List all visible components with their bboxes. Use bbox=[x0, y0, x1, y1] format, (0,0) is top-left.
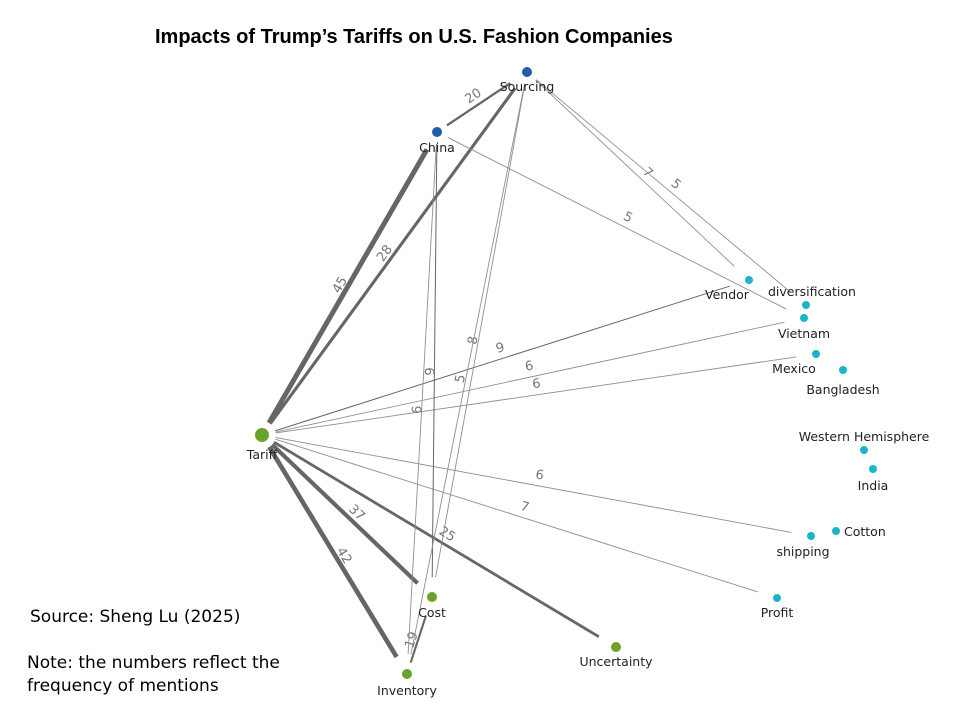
node-label: Vietnam bbox=[778, 326, 830, 341]
node-label: Profit bbox=[761, 605, 794, 620]
node-dot[interactable] bbox=[807, 532, 815, 540]
edge-tariff-sourcing bbox=[268, 87, 517, 425]
edge-tariff-inventory bbox=[267, 445, 399, 659]
node-label: shipping bbox=[776, 544, 829, 559]
edge-sourcing-inventory bbox=[410, 83, 526, 655]
node-sourcing[interactable]: Sourcing bbox=[500, 67, 555, 94]
edge-china-cost bbox=[431, 143, 438, 578]
edge-weight-label: 28 bbox=[374, 242, 396, 264]
edge-weight-label: 45 bbox=[330, 274, 351, 296]
node-dot[interactable] bbox=[802, 301, 810, 309]
edge-sourcing-diversification bbox=[535, 79, 791, 293]
node-uncertainty[interactable]: Uncertainty bbox=[579, 642, 653, 669]
node-cotton[interactable]: Cotton bbox=[832, 524, 886, 539]
node-dot[interactable] bbox=[800, 314, 808, 322]
edges-layer: 20452896667374225199685575 bbox=[266, 79, 797, 663]
node-china[interactable]: China bbox=[419, 127, 455, 155]
node-label: Uncertainty bbox=[579, 654, 653, 669]
node-label: Inventory bbox=[377, 683, 437, 698]
node-vietnam[interactable]: Vietnam bbox=[778, 314, 830, 341]
source-note: Source: Sheng Lu (2025) bbox=[30, 607, 241, 627]
edge-weight-label: 6 bbox=[531, 376, 541, 392]
edge-weight-label: 19 bbox=[402, 630, 421, 650]
node-dot[interactable] bbox=[832, 527, 840, 535]
edge-tariff-mexico bbox=[275, 356, 797, 434]
node-label: Western Hemisphere bbox=[799, 429, 930, 444]
edge-tariff-shipping bbox=[275, 437, 792, 533]
edge-tariff-profit bbox=[275, 438, 759, 593]
node-profit[interactable]: Profit bbox=[761, 594, 794, 620]
node-dot[interactable] bbox=[432, 127, 442, 137]
node-shipping[interactable]: shipping bbox=[776, 532, 830, 559]
edge-tariff-uncertainty bbox=[273, 441, 600, 638]
node-cost[interactable]: Cost bbox=[418, 592, 446, 620]
node-label: Cotton bbox=[844, 524, 886, 539]
node-dot[interactable] bbox=[427, 592, 437, 602]
edge-weight-label: 7 bbox=[518, 499, 530, 516]
edge-weight-label: 25 bbox=[436, 524, 458, 545]
node-dot[interactable] bbox=[869, 465, 877, 473]
edge-weight-label: 9 bbox=[494, 340, 506, 357]
node-dot[interactable] bbox=[812, 350, 820, 358]
node-inventory[interactable]: Inventory bbox=[377, 669, 437, 698]
edge-weight-label: 5 bbox=[453, 373, 469, 384]
edge-weight-label: 6 bbox=[534, 467, 545, 483]
node-india[interactable]: India bbox=[858, 465, 889, 493]
node-dot[interactable] bbox=[860, 446, 868, 454]
edge-china-sourcing bbox=[446, 82, 511, 127]
edge-tariff-china bbox=[266, 148, 430, 425]
node-dot[interactable] bbox=[522, 67, 532, 77]
node-label: China bbox=[419, 140, 455, 155]
chart-title: Impacts of Trump’s Tariffs on U.S. Fashi… bbox=[155, 26, 673, 48]
node-dot[interactable] bbox=[839, 366, 847, 374]
node-dot[interactable] bbox=[773, 594, 781, 602]
edge-weight-label: 5 bbox=[668, 176, 684, 193]
node-western-hemisphere[interactable]: Western Hemisphere bbox=[799, 429, 930, 454]
edge-tariff-vendor bbox=[275, 285, 731, 432]
edge-sourcing-cost bbox=[435, 83, 526, 578]
node-label: Sourcing bbox=[500, 79, 555, 94]
edge-tariff-vietnam bbox=[275, 321, 785, 433]
node-label: Tariff bbox=[246, 447, 278, 462]
nodes-layer: Sourcing China Tariff Cost Inventory Uncertai… bbox=[246, 67, 930, 698]
edge-weight-label: 5 bbox=[621, 209, 635, 226]
node-dot[interactable] bbox=[611, 642, 621, 652]
edge-sourcing-vendor bbox=[535, 79, 735, 267]
edge-weight-label: 6 bbox=[524, 358, 535, 374]
node-label: Vendor bbox=[705, 287, 750, 302]
frequency-note: Note: the numbers reflect the frequency … bbox=[27, 653, 280, 696]
node-label: Cost bbox=[418, 605, 446, 620]
node-label: diversification bbox=[768, 284, 856, 299]
node-dot[interactable] bbox=[745, 276, 753, 284]
edge-weight-label: 37 bbox=[345, 502, 367, 524]
node-tariff[interactable]: Tariff bbox=[246, 428, 278, 462]
node-diversification[interactable]: diversification bbox=[768, 284, 856, 309]
edge-weight-label: 42 bbox=[333, 545, 354, 567]
node-label: Bangladesh bbox=[806, 382, 879, 397]
node-mexico[interactable]: Mexico bbox=[772, 350, 820, 376]
node-dot[interactable] bbox=[402, 669, 412, 679]
node-label: Mexico bbox=[772, 361, 816, 376]
node-bangladesh[interactable]: Bangladesh bbox=[806, 366, 880, 397]
edge-weight-label: 9 bbox=[423, 367, 438, 375]
edge-weight-label: 20 bbox=[463, 86, 485, 108]
edge-inventory-cost bbox=[409, 615, 427, 663]
edge-tariff-cost bbox=[270, 443, 419, 585]
edge-weight-label: 6 bbox=[410, 405, 425, 414]
node-label: India bbox=[858, 478, 889, 493]
edge-china-inventory bbox=[407, 143, 437, 655]
node-vendor[interactable]: Vendor bbox=[705, 276, 753, 302]
node-dot[interactable] bbox=[255, 428, 269, 442]
edge-china-vietnam bbox=[447, 137, 787, 310]
